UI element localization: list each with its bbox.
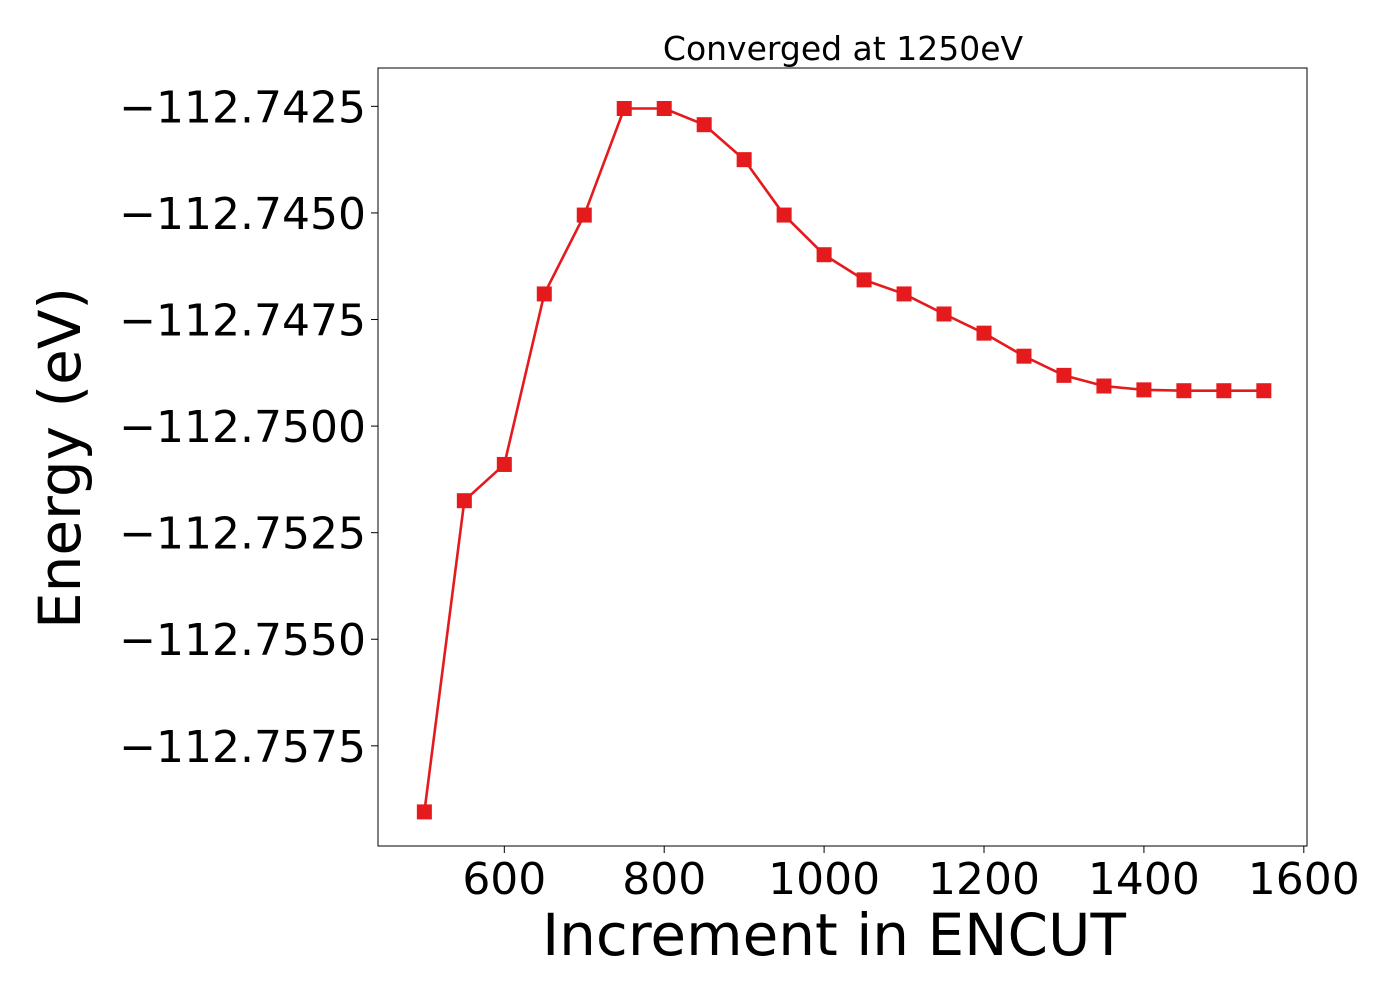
data-point-marker [416,804,432,820]
axes-frame [377,67,1308,847]
data-point-marker [616,101,632,116]
x-tick-label: 1000 [768,854,880,905]
x-tick-label: 1200 [928,854,1040,905]
data-point-marker [1016,348,1032,364]
x-tick-label: 1600 [1248,854,1360,905]
y-tick-label: −112.7425 [119,82,366,133]
data-point-marker [976,325,992,341]
data-point-marker [1216,383,1232,399]
data-point-marker [496,456,512,472]
x-tick-label: 800 [622,854,706,905]
data-point-marker [456,493,472,509]
y-tick-label: −112.7575 [119,722,366,773]
plot-area [377,67,1308,847]
data-point-marker [1056,367,1072,383]
series-line [423,107,1264,813]
y-tick-label: −112.7500 [119,402,366,453]
y-tick-label: −112.7475 [119,296,366,347]
data-point-marker [896,286,912,302]
data-point-marker [1176,383,1192,399]
data-point-marker [856,272,872,288]
x-axis-ticks: 600 800 1000 1200 1400 1600 [462,846,1360,905]
data-point-marker [536,286,552,302]
data-point-marker [576,207,592,223]
data-point-marker [656,101,672,116]
data-point-marker [1136,382,1152,398]
y-tick-label: −112.7450 [119,189,366,240]
y-tick-label: −112.7550 [119,615,366,666]
y-axis-label: Energy (eV) [26,287,94,629]
x-tick-label: 600 [462,854,546,905]
y-axis-ticks: −112.7425 −112.7450 −112.7475 −112.7500 −112… [119,82,378,773]
data-point-marker [1256,383,1272,399]
data-point-marker [696,117,712,133]
data-point-marker [816,247,832,263]
data-point-marker [936,306,952,322]
data-point-marker [1096,378,1112,394]
y-tick-label: −112.7525 [119,509,366,560]
data-point-marker [736,152,752,168]
data-point-marker [776,207,792,223]
x-tick-label: 1400 [1088,854,1200,905]
x-axis-label: Increment in ENCUT [542,901,1126,969]
chart-title: Converged at 1250eV [663,29,1024,68]
